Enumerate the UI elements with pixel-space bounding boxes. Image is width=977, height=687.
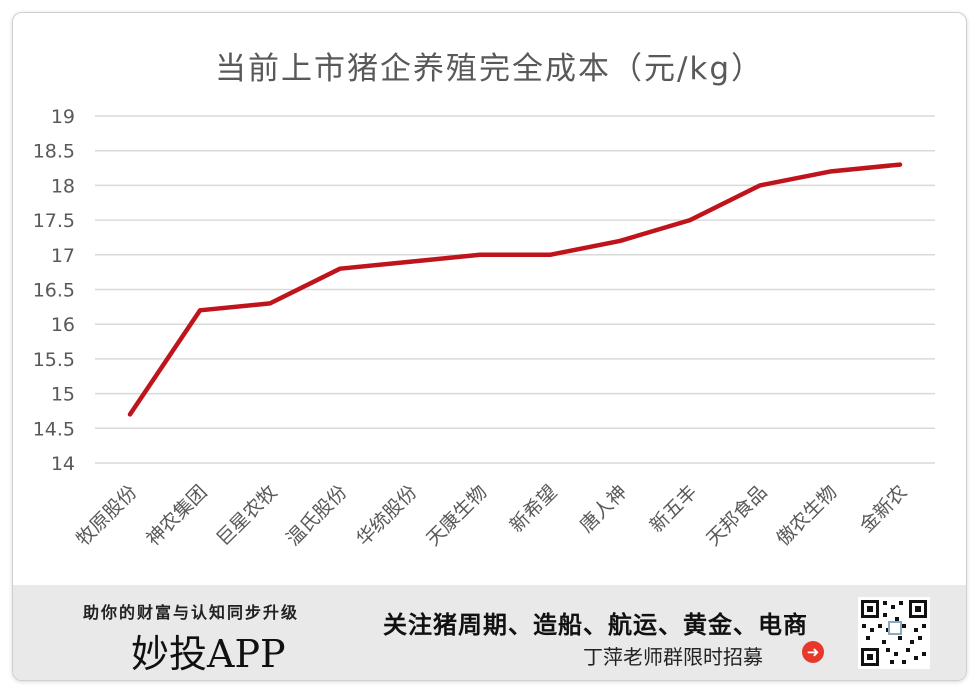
x-tick-label: 天康生物 <box>422 481 491 550</box>
y-tick-label: 14.5 <box>33 418 75 440</box>
x-tick-label: 新五丰 <box>646 481 702 537</box>
chart-card: 当前上市猪企养殖完全成本（元/kg） 14 14.5 15 15.5 16 16.5 17 1… <box>12 12 967 681</box>
y-tick-label: 17.5 <box>33 210 75 232</box>
x-tick-label: 新希望 <box>506 481 562 537</box>
line-chart: 14 14.5 15 15.5 16 16.5 17 17.5 18 18.5 19 牧原股份 神农集团… <box>33 106 935 550</box>
x-tick-label: 牧原股份 <box>72 481 141 550</box>
x-tick-label: 温氏股份 <box>282 481 351 550</box>
data-point <box>408 259 412 264</box>
data-point <box>268 301 272 306</box>
y-tick-label: 15.5 <box>33 349 75 371</box>
right-arrow-icon[interactable]: ➜ <box>802 641 824 663</box>
footer-slogan: 助你的财富与认知同步升级 <box>83 603 300 622</box>
data-point <box>338 266 342 271</box>
promo-footer: 助你的财富与认知同步升级 妙投APP 关注猪周期、造船、航运、黄金、电商 丁萍老… <box>13 585 966 680</box>
data-point <box>198 308 202 313</box>
data-point <box>898 162 902 167</box>
y-tick-label: 17 <box>51 245 75 267</box>
data-point <box>618 238 622 243</box>
y-tick-label: 14 <box>51 453 75 475</box>
x-tick-label: 巨星农牧 <box>212 481 281 550</box>
footer-recruit-text[interactable]: 丁萍老师群限时招募 <box>583 645 763 669</box>
series-line <box>127 162 903 417</box>
x-tick-label: 天邦食品 <box>702 481 771 550</box>
y-tick-label: 16.5 <box>33 280 75 302</box>
chart-title: 当前上市猪企养殖完全成本（元/kg） <box>214 51 765 87</box>
data-point <box>758 183 762 188</box>
data-point <box>478 252 482 257</box>
data-point <box>688 218 692 223</box>
qr-code-icon <box>858 597 930 669</box>
data-point <box>128 412 132 417</box>
y-tick-label: 19 <box>51 106 75 128</box>
y-tick-label: 18.5 <box>33 141 75 163</box>
y-tick-label: 16 <box>51 314 75 336</box>
data-point <box>828 169 832 174</box>
footer-brand: 妙投APP <box>131 632 286 676</box>
y-tick-label: 15 <box>51 384 75 406</box>
x-tick-label: 华统股份 <box>352 481 421 550</box>
y-tick-label: 18 <box>51 175 75 197</box>
x-tick-label: 神农集团 <box>142 481 211 550</box>
data-point <box>548 252 552 257</box>
footer-follow-text: 关注猪周期、造船、航运、黄金、电商 <box>383 611 808 639</box>
x-tick-label: 傲农生物 <box>772 481 841 550</box>
x-tick-label: 唐人神 <box>576 481 632 537</box>
x-tick-label: 金新农 <box>856 481 912 537</box>
